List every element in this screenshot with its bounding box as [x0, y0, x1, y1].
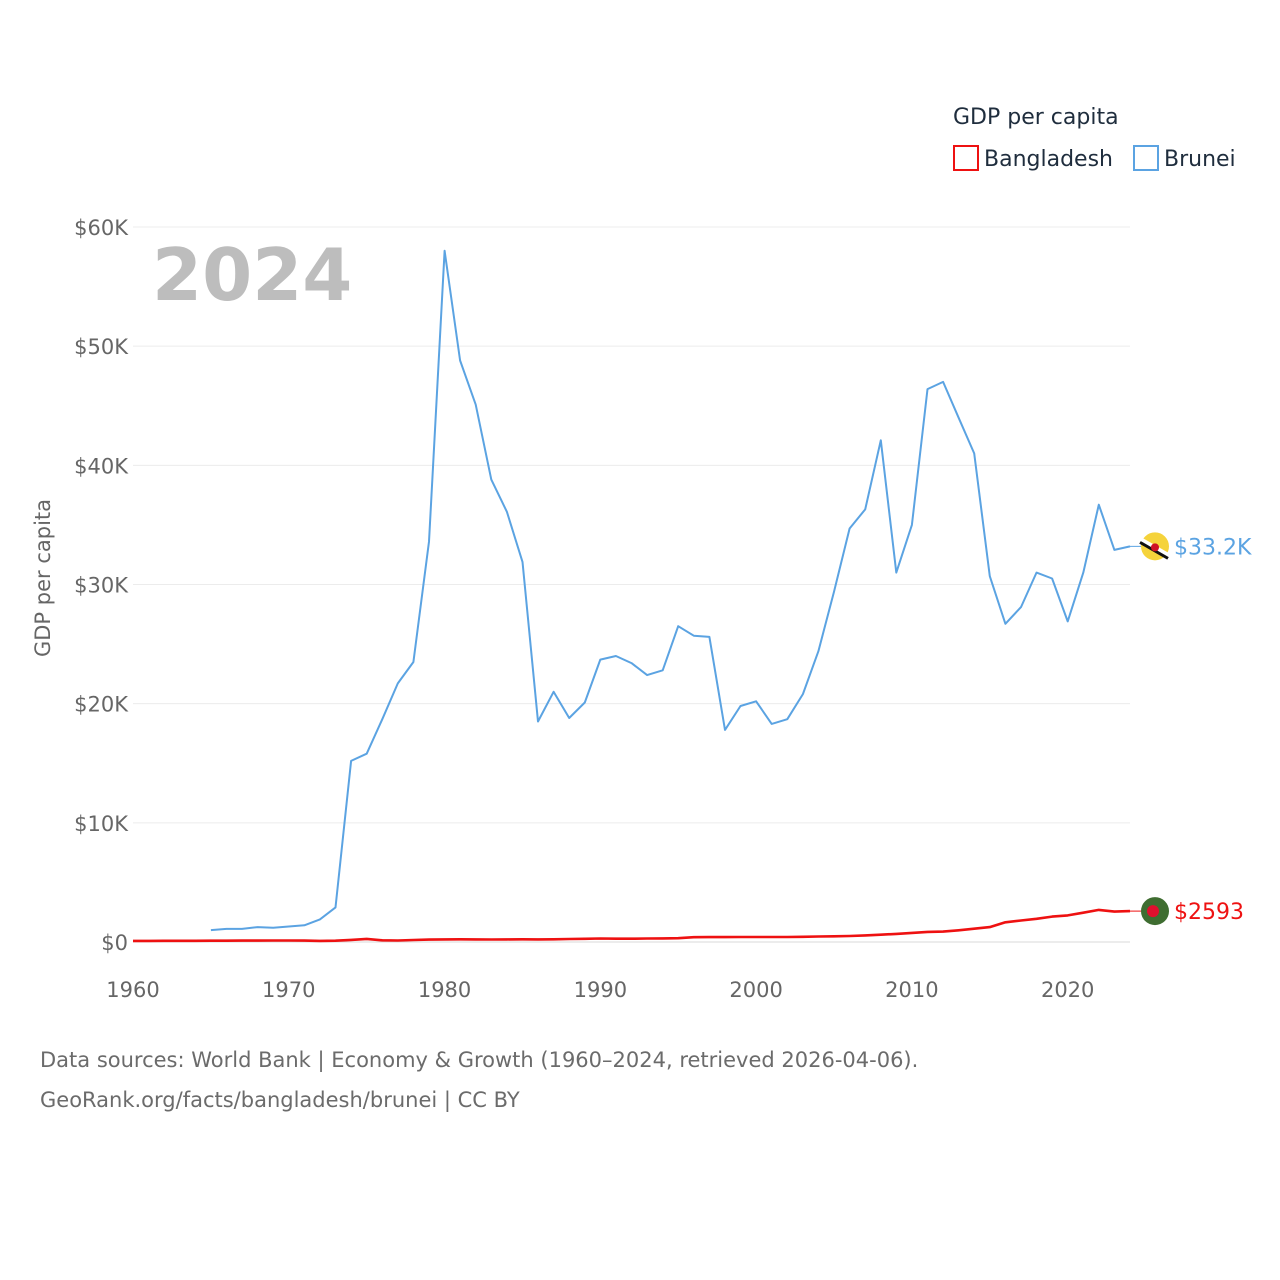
legend-title: GDP per capita	[953, 105, 1119, 130]
footer: Data sources: World Bank | Economy & Gro…	[40, 1040, 1240, 1120]
y-tick-label: $40K	[74, 454, 129, 478]
legend-swatch-bangladesh	[953, 145, 979, 171]
x-tick-label: 1960	[106, 978, 159, 1002]
legend-item-brunei[interactable]: Brunei	[1133, 145, 1236, 172]
y-tick-label: $50K	[74, 335, 129, 359]
brunei-flag-icon	[1138, 532, 1170, 561]
bangladesh-flag-icon	[1141, 897, 1169, 926]
flag-emblem	[1151, 543, 1159, 552]
legend-swatch-brunei	[1133, 145, 1159, 171]
source-link[interactable]: GeoRank.org/facts/bangladesh/brunei | CC…	[40, 1088, 520, 1112]
y-axis-title: GDP per capita	[31, 499, 55, 657]
legend-item-bangladesh[interactable]: Bangladesh	[953, 145, 1113, 172]
end-value-label-brunei: $33.2K	[1174, 535, 1252, 560]
data-sources-note: Data sources: World Bank | Economy & Gro…	[40, 1048, 919, 1072]
y-tick-label: $60K	[74, 216, 129, 240]
x-tick-label: 2000	[729, 978, 782, 1002]
y-tick-label: $0	[101, 931, 128, 955]
end-markers: $2593 $33.2K	[1130, 532, 1252, 926]
x-tick-label: 2010	[885, 978, 938, 1002]
y-tick-label: $20K	[74, 693, 129, 717]
legend: GDP per capita Bangladesh Brunei	[953, 105, 1236, 172]
end-value-label-bangladesh: $2593	[1174, 900, 1244, 925]
axes: $0 $10K $20K $30K $40K $50K $60K 1960 1970 1980 19…	[74, 216, 1094, 1002]
series-line-brunei	[210, 249, 1131, 932]
x-tick-label: 1970	[262, 978, 315, 1002]
x-tick-label: 2020	[1041, 978, 1094, 1002]
flag-disc	[1147, 905, 1159, 918]
year-label: 2024	[152, 233, 352, 317]
series-line-bangladesh	[133, 908, 1131, 943]
legend-label-bangladesh: Bangladesh	[984, 147, 1113, 172]
y-tick-label: $10K	[74, 812, 129, 836]
x-tick-label: 1980	[418, 978, 471, 1002]
gridlines	[133, 226, 1130, 943]
x-tick-label: 1990	[574, 978, 627, 1002]
series-lines	[133, 249, 1131, 943]
legend-label-brunei: Brunei	[1164, 147, 1236, 172]
y-tick-label: $30K	[74, 574, 129, 598]
